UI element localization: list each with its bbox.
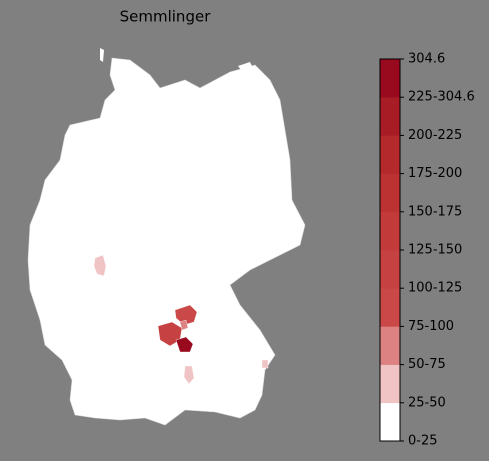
colorbar-segment	[380, 135, 400, 174]
colorbar-segment	[380, 211, 400, 251]
district	[174, 304, 198, 326]
colorbar-label: 100-125	[408, 281, 462, 296]
colorbar-label: 25-50	[408, 395, 446, 410]
district	[175, 336, 194, 353]
colorbar-label: 150-175	[408, 204, 462, 219]
island	[100, 48, 104, 62]
colorbar-label: 125-150	[408, 243, 462, 258]
island	[238, 62, 254, 74]
colorbar-segment	[380, 250, 400, 289]
colorbar-segment	[380, 173, 400, 213]
country-outline	[27, 57, 306, 426]
colorbar-segment	[380, 288, 400, 327]
district	[93, 254, 107, 277]
colorbar-label: 75-100	[408, 319, 454, 334]
district	[183, 365, 195, 385]
colorbar: 0-25 25-50 50-75 75-100 100-125 125-150 150-17…	[379, 52, 475, 449]
district	[179, 319, 189, 331]
colorbar-label: 304.6	[408, 52, 445, 67]
colorbar-segment	[380, 59, 400, 98]
colorbar-segment	[380, 364, 400, 404]
germany-map	[27, 48, 306, 426]
colorbar-segment	[380, 402, 400, 442]
colorbar-label: 225-304.6	[408, 90, 475, 105]
colorbar-label: 0-25	[408, 434, 438, 449]
map-title: Semmlinger	[120, 8, 212, 26]
colorbar-label: 200-225	[408, 128, 462, 143]
district	[261, 359, 269, 369]
colorbar-segment	[380, 97, 400, 136]
colorbar-label: 175-200	[408, 166, 462, 181]
colorbar-segment	[380, 326, 400, 365]
colorbar-label: 50-75	[408, 357, 446, 372]
